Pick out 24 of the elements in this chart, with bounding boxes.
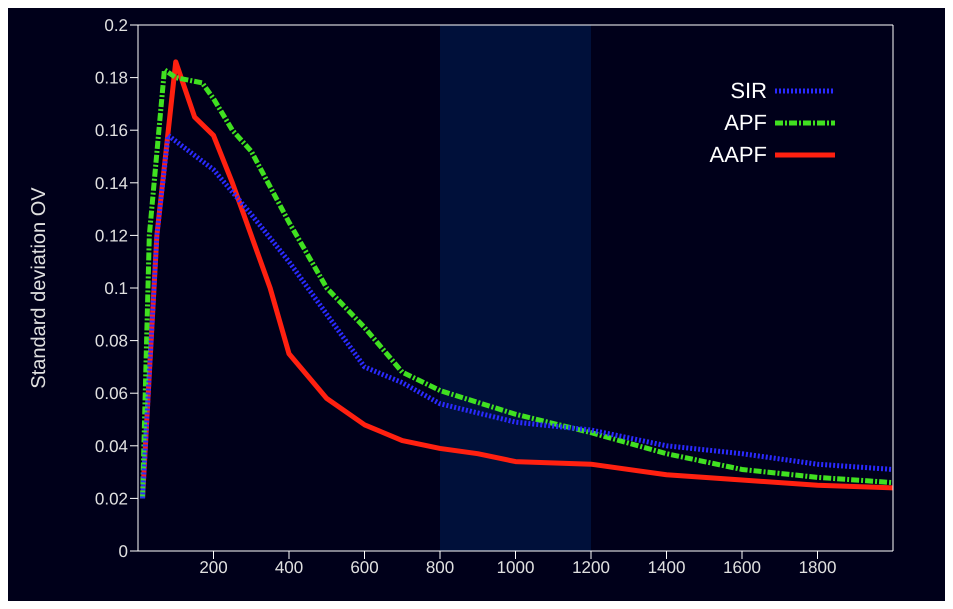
x-tick-label: 1400: [648, 558, 686, 578]
y-tick-label: 0.04: [94, 436, 128, 456]
x-tick-label: 200: [199, 558, 228, 578]
y-axis-title: Standard deviation OV: [28, 186, 50, 389]
x-tick-label: 400: [274, 558, 304, 578]
y-tick-label: 0.08: [94, 332, 128, 351]
y-tick-label: 0.2: [104, 16, 128, 36]
y-tick-label: 0: [118, 542, 128, 562]
x-tick-label: 1200: [572, 558, 610, 578]
x-tick-label: 600: [350, 558, 379, 578]
y-tick-label: 0.14: [94, 174, 128, 193]
y-tick-label: 0.18: [94, 68, 128, 88]
legend-label: AAPF: [710, 142, 767, 168]
y-tick-label: 0.02: [94, 489, 128, 508]
x-tick-label: 1800: [798, 558, 836, 578]
y-tick-label: 0.12: [94, 226, 128, 246]
legend-label: SIR: [730, 78, 767, 104]
x-tick-label: 1000: [496, 558, 534, 578]
x-tick-label: 1600: [723, 558, 761, 578]
legend-label: APF: [724, 110, 767, 136]
y-tick-label: 0.16: [94, 121, 128, 140]
y-tick-label: 0.06: [94, 384, 128, 404]
x-tick-label: 800: [426, 558, 454, 578]
y-tick-label: 0.1: [104, 279, 128, 298]
